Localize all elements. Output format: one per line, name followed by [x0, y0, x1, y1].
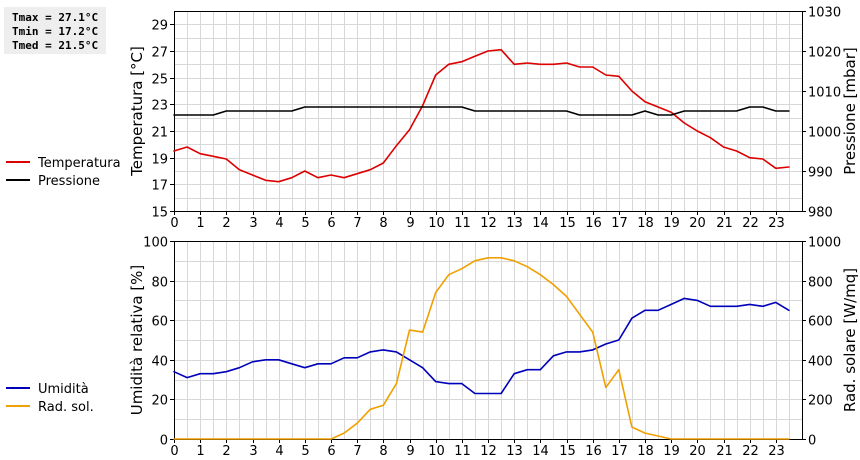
- x-tick-label: 0: [170, 216, 178, 231]
- x-tick-label: 16: [585, 216, 602, 231]
- y-tick-label-left: 100: [143, 236, 168, 251]
- y-tick-label-left: 20: [151, 394, 168, 409]
- x-tick-label: 1: [196, 216, 204, 231]
- y-tick-label-left: 23: [151, 99, 168, 114]
- x-tick-label: 19: [663, 444, 680, 459]
- x-tick-label: 9: [406, 216, 414, 231]
- x-tick-label: 14: [532, 444, 549, 459]
- x-tick-label: 20: [689, 216, 706, 231]
- legend-label: Umidità: [38, 382, 89, 397]
- legend-label: Rad. sol.: [38, 400, 94, 415]
- x-tick-label: 20: [689, 444, 706, 459]
- y-tick-label-left: 29: [151, 19, 168, 34]
- x-tick-label: 11: [454, 216, 471, 231]
- y-tick-label-right: 1020: [808, 46, 841, 61]
- y-tick-label-left: 15: [151, 206, 168, 221]
- x-tick-label: 11: [454, 444, 471, 459]
- x-tick-label: 1: [196, 444, 204, 459]
- y-tick-label-left: 17: [151, 179, 168, 194]
- y-tick-label-right: 400: [808, 355, 833, 370]
- y-tick-label-left: 25: [151, 73, 168, 88]
- x-tick-label: 6: [327, 444, 335, 459]
- x-tick-label: 13: [506, 444, 523, 459]
- x-tick-label: 17: [611, 444, 628, 459]
- y-tick-label-right: 1000: [808, 126, 841, 141]
- x-tick-label: 4: [275, 216, 283, 231]
- x-tick-label: 22: [742, 216, 759, 231]
- y-axis-label-right: Pressione [mbar]: [841, 47, 859, 175]
- x-tick-label: 10: [428, 444, 445, 459]
- x-tick-label: 9: [406, 444, 414, 459]
- x-tick-label: 7: [353, 444, 361, 459]
- x-tick-label: 18: [637, 216, 654, 231]
- x-tick-label: 2: [222, 216, 230, 231]
- x-tick-label: 19: [663, 216, 680, 231]
- y-tick-label-right: 600: [808, 315, 833, 330]
- x-tick-label: 7: [353, 216, 361, 231]
- x-tick-label: 5: [301, 216, 309, 231]
- y-tick-label-right: 200: [808, 394, 833, 409]
- chart-panel-2: 0 1 2 3 4 5 6 7 8 9 10 11 12 13 14 15 16 17 18 19 20 21 22 2302…: [6, 236, 859, 459]
- x-tick-label: 6: [327, 216, 335, 231]
- x-tick-label: 12: [480, 444, 497, 459]
- x-tick-label: 15: [559, 216, 576, 231]
- x-tick-label: 23: [768, 444, 785, 459]
- x-tick-label: 5: [301, 444, 309, 459]
- x-tick-label: 18: [637, 444, 654, 459]
- y-tick-label-left: 21: [151, 126, 168, 141]
- y-axis-label-left: Temperatura [°C]: [128, 46, 146, 177]
- y-tick-label-right: 1010: [808, 86, 841, 101]
- y-tick-label-right: 800: [808, 276, 833, 291]
- y-axis-label-left: Umidità relativa [%]: [128, 265, 146, 416]
- x-tick-label: 22: [742, 444, 759, 459]
- legend-label: Pressione: [38, 174, 100, 189]
- x-tick-label: 8: [379, 216, 387, 231]
- series-line-umidit: [173, 297, 790, 395]
- y-tick-label-left: 80: [151, 276, 168, 291]
- series-line-rad-sol: [173, 256, 790, 440]
- x-tick-label: 3: [249, 216, 257, 231]
- y-tick-label-right: 1000: [808, 236, 841, 251]
- y-tick-label-right: 0: [808, 434, 816, 449]
- y-tick-label-left: 60: [151, 315, 168, 330]
- x-tick-label: 17: [611, 216, 628, 231]
- stats-line: Tmax = 27.1°C: [12, 11, 98, 24]
- y-tick-label-right: 990: [808, 166, 833, 181]
- y-tick-label-left: 19: [151, 153, 168, 168]
- x-tick-label: 8: [379, 444, 387, 459]
- series-line-temperatura: [173, 48, 790, 183]
- stats-line: Tmin = 17.2°C: [12, 25, 98, 38]
- y-tick-label-left: 0: [160, 434, 168, 449]
- x-tick-label: 14: [532, 216, 549, 231]
- x-tick-label: 23: [768, 216, 785, 231]
- x-tick-label: 12: [480, 216, 497, 231]
- x-tick-label: 21: [716, 216, 733, 231]
- x-tick-label: 10: [428, 216, 445, 231]
- stats-line: Tmed = 21.5°C: [12, 39, 98, 52]
- series-line-pressione: [173, 106, 790, 116]
- x-tick-label: 2: [222, 444, 230, 459]
- chart-panels: 0 1 2 3 4 5 6 7 8 9 10 11 12 13 14 15 16 17 18 19 20 21 22 2315…: [6, 6, 859, 459]
- x-tick-label: 4: [275, 444, 283, 459]
- x-tick-label: 13: [506, 216, 523, 231]
- stats-box: [4, 7, 106, 54]
- x-tick-label: 3: [249, 444, 257, 459]
- y-tick-label-right: 1030: [808, 6, 841, 21]
- chart-panel-1: 0 1 2 3 4 5 6 7 8 9 10 11 12 13 14 15 16 17 18 19 20 21 22 2315…: [6, 6, 859, 231]
- y-axis-label-right: Rad. solare [W/mq]: [841, 268, 859, 412]
- x-tick-label: 16: [585, 444, 602, 459]
- y-tick-label-left: 27: [151, 46, 168, 61]
- y-tick-label-left: 40: [151, 355, 168, 370]
- x-tick-label: 15: [559, 444, 576, 459]
- y-tick-label-right: 980: [808, 206, 833, 221]
- x-tick-label: 0: [170, 444, 178, 459]
- legend-label: Temperatura: [37, 156, 121, 171]
- x-tick-label: 21: [716, 444, 733, 459]
